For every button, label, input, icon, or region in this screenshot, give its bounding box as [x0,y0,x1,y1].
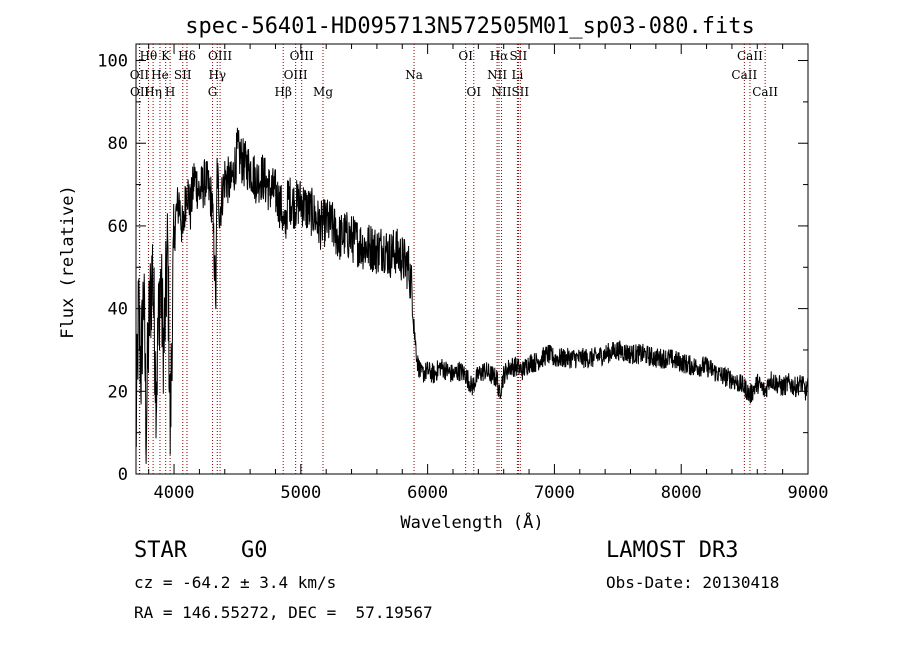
x-tick-label: 8000 [661,483,702,503]
line-marker-label: K [161,49,171,63]
plot-frame [135,43,809,475]
x-axis-label: Wavelength (Å) [400,511,543,533]
line-marker-label: SII [174,68,192,82]
line-marker-label: Li [511,68,523,82]
y-axis-label: Flux (relative) [58,185,78,339]
x-tick-label: 6000 [407,483,448,503]
chart-title: spec-56401-HD095713N572505M01_sp03-080.f… [185,14,755,39]
line-marker-label: H [165,85,175,99]
y-tick-label: 100 [97,52,128,72]
y-tick-label: 20 [108,382,128,402]
y-tick-label: 0 [118,465,128,485]
line-marker-label: CaII [737,49,763,63]
line-marker-label: OII [130,85,150,99]
line-marker-label: OIII [284,68,308,82]
x-tick-label: 5000 [280,483,321,503]
line-marker-label: OI [466,85,481,99]
axis-ticks: 4000 5000 6000 7000 8000 9000 0 20 40 60 80 100 [97,44,828,503]
line-marker-label: CaII [752,85,778,99]
y-tick-label: 60 [108,217,128,237]
line-marker-label: G [208,85,218,99]
survey-name: LAMOST DR3 [606,538,739,563]
object-type: STAR [134,538,187,563]
x-tick-label: 9000 [788,483,829,503]
line-marker-label: Hγ [208,68,226,82]
line-marker-label: SII [511,85,529,99]
line-marker-label: Na [405,68,423,82]
redshift-cz: cz = -64.2 ± 3.4 km/s [134,573,337,592]
line-marker-label: CaII [731,68,757,82]
y-tick-label: 80 [108,134,128,154]
line-marker-label: Mg [313,85,333,99]
coordinates: RA = 146.55272, DEC = 57.19567 [134,603,433,622]
line-marker-label: NII [487,68,507,82]
line-marker-label: Hα [490,49,509,63]
line-marker-label: He [151,68,169,82]
line-marker-label: Hβ [275,85,292,99]
spectrum-line [135,127,809,464]
line-marker-label: NII [492,85,512,99]
line-marker-label: OIII [208,49,232,63]
line-marker-label: SII [510,49,528,63]
x-tick-label: 4000 [154,483,195,503]
x-tick-label: 7000 [534,483,575,503]
line-marker-label: Hη [144,85,162,99]
line-marker-label: OI [458,49,473,63]
subclass: G0 [241,538,268,563]
obs-date: Obs-Date: 20130418 [606,573,780,592]
y-tick-label: 40 [108,300,128,320]
line-marker-label: OIII [290,49,314,63]
line-marker-label: Hδ [178,49,196,63]
